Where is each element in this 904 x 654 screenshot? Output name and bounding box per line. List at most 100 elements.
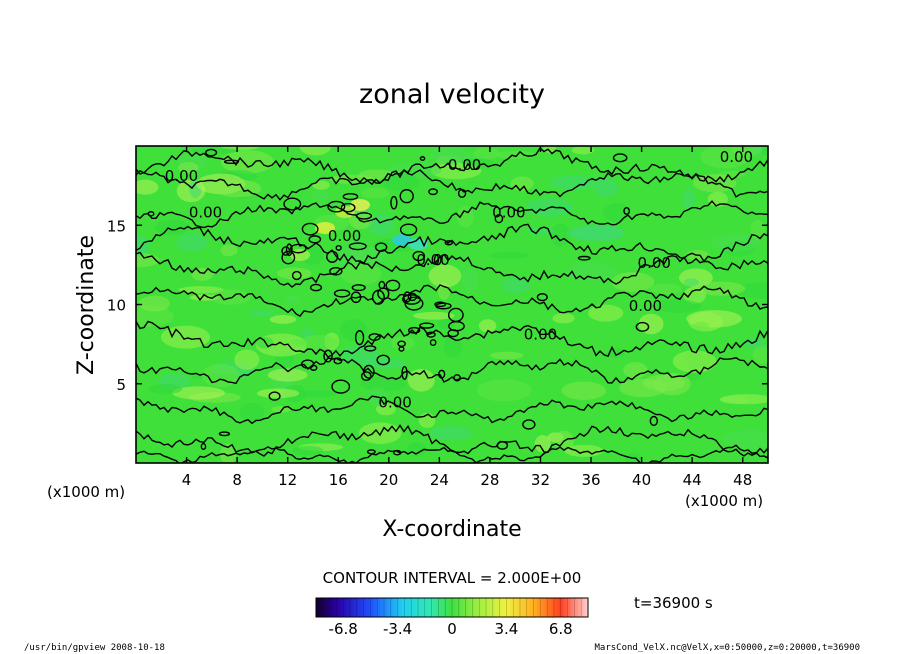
- field-patch: [650, 283, 682, 295]
- field-patch: [561, 381, 607, 400]
- contour-eddy: [329, 267, 343, 276]
- field-patch: [330, 245, 386, 267]
- field-patch: [496, 150, 536, 160]
- contour-eddy: [362, 364, 375, 379]
- contour-eddy: [494, 214, 504, 224]
- field-patch: [430, 426, 473, 441]
- field-patch: [682, 188, 695, 210]
- contour-eddy: [351, 284, 366, 292]
- field-patch: [301, 328, 314, 339]
- x-unit-left: (x1000 m): [47, 483, 125, 501]
- field-patch: [176, 233, 208, 252]
- contour-eddy: [340, 202, 356, 213]
- contour-eddy: [290, 243, 307, 254]
- contour-eddy: [536, 293, 548, 302]
- chart-title: zonal velocity: [359, 79, 545, 110]
- contour-line: [136, 284, 768, 318]
- contour-eddy: [623, 207, 631, 215]
- contour-eddy: [323, 349, 333, 363]
- field-patch: [136, 253, 160, 268]
- contour-eddy: [426, 331, 436, 338]
- contour-eddy: [331, 379, 351, 394]
- contour-eddy: [453, 374, 461, 382]
- field-patch: [478, 319, 497, 333]
- y-tick-label: 5: [116, 376, 126, 394]
- contour-eddy: [281, 246, 291, 256]
- contour-label: 0.00: [416, 251, 449, 269]
- field-patch: [361, 187, 389, 199]
- field-patch: [510, 176, 534, 192]
- contour-eddy: [419, 156, 426, 161]
- field-patch: [477, 379, 532, 402]
- field-patch: [550, 175, 595, 191]
- contour-eddy: [309, 283, 323, 292]
- contour-eddy: [281, 250, 296, 265]
- field-patch: [277, 267, 312, 280]
- contour-line: [136, 424, 768, 457]
- field-patch: [742, 338, 766, 349]
- field-patch: [428, 264, 462, 288]
- colorbar: [315, 597, 589, 618]
- field-patch: [413, 311, 455, 320]
- contour-interval: CONTOUR INTERVAL = 2.000E+00: [323, 569, 582, 587]
- contour-label: 0.00: [448, 156, 481, 174]
- field-patch: [437, 318, 455, 329]
- x-tick-label: 20: [379, 471, 398, 489]
- field-patch: [611, 272, 655, 292]
- colorbar-tick-label: -3.4: [383, 620, 412, 638]
- field-patch: [489, 251, 529, 260]
- contour-label: 0.00: [328, 227, 361, 245]
- field-patch: [672, 350, 717, 373]
- contour-eddy: [412, 250, 426, 262]
- field-patch: [731, 146, 762, 157]
- field-patch: [526, 227, 554, 235]
- field-patch: [368, 213, 395, 237]
- contour-eddy: [200, 443, 207, 450]
- contour-eddy: [308, 235, 322, 244]
- contour-eddy: [457, 188, 467, 198]
- contour-eddy: [407, 292, 417, 302]
- field-patch: [213, 179, 262, 198]
- colorbar-stripes: [322, 598, 582, 617]
- field-patch: [489, 351, 524, 360]
- field-patch: [461, 268, 479, 291]
- contour-eddy: [326, 250, 339, 263]
- contour-eddy: [291, 270, 302, 281]
- colorbar-ticks: -6.8 -3.4 0 3.4 6.8: [329, 620, 573, 638]
- field-patch: [340, 263, 382, 285]
- field-patch: [638, 313, 664, 335]
- contour-eddy: [147, 211, 155, 217]
- contour-line: [136, 356, 768, 385]
- contour-eddy: [496, 441, 509, 450]
- field-patch: [339, 319, 367, 341]
- contour-eddy: [399, 189, 414, 204]
- colorbar-tick-label: 6.8: [549, 620, 573, 638]
- field-patch: [299, 146, 332, 156]
- field-patch: [683, 278, 699, 287]
- contour-eddy: [342, 192, 359, 201]
- field-patch: [360, 376, 407, 392]
- field-patch: [602, 202, 631, 222]
- field-patch: [315, 222, 335, 234]
- x-tick-label: 28: [480, 471, 499, 489]
- contour-labels: 0.00 0.00 0.00 0.00 0.00 0.00 0.00 0.00 0.00 0.00…: [165, 148, 753, 412]
- contour-eddy: [364, 345, 377, 352]
- contour-eddy: [335, 244, 342, 251]
- contour-eddy: [350, 291, 362, 304]
- contour-eddy: [438, 369, 446, 379]
- field-patch: [311, 189, 330, 202]
- x-tick-label: 24: [430, 471, 449, 489]
- field-patch: [269, 315, 297, 324]
- field-patch: [220, 150, 275, 174]
- field-patch: [285, 294, 301, 304]
- contour-eddy: [327, 200, 346, 213]
- field-patch: [239, 402, 265, 422]
- field-patch: [136, 305, 174, 327]
- contour-line: [136, 395, 768, 425]
- contour-eddy: [354, 330, 365, 346]
- footer-right: MarsCond_VelX.nc@VelX,x=0:50000,z=0:2000…: [594, 643, 860, 653]
- y-axis-label: Z-coordinate: [74, 235, 99, 375]
- field-patch: [408, 238, 428, 250]
- y-tick-label: 10: [107, 297, 126, 315]
- contour-eddy: [385, 279, 401, 292]
